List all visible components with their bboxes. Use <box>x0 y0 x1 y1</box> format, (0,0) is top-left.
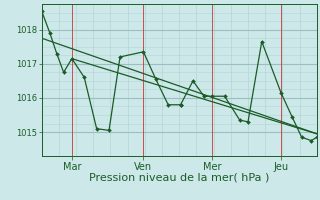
X-axis label: Pression niveau de la mer( hPa ): Pression niveau de la mer( hPa ) <box>89 173 269 183</box>
